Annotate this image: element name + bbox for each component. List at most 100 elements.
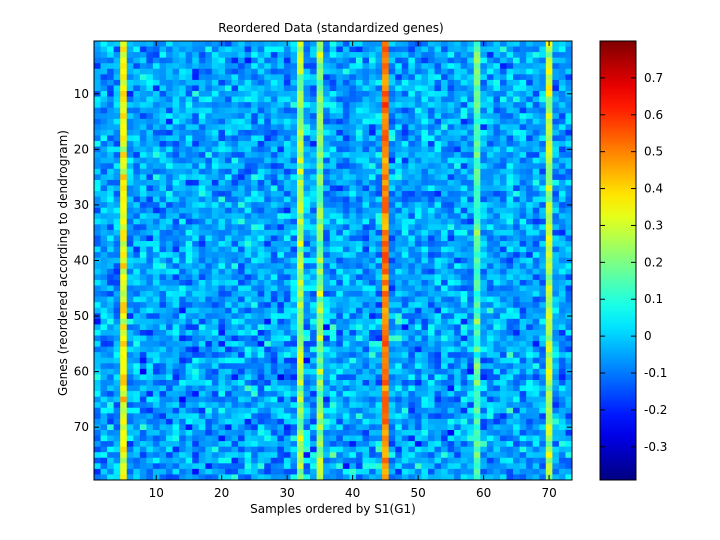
heatmap-cell [499,102,508,109]
heatmap-cell [310,318,318,325]
heatmap-cell [244,352,252,359]
heatmap-cell [460,146,468,153]
heatmap-cell [506,124,514,131]
heatmap-cell [251,191,259,198]
heatmap-cell [251,146,259,153]
heatmap-cell [270,263,278,270]
heatmap-cell [421,118,429,125]
heatmap-cell [100,402,108,409]
heatmap-cell [251,168,259,175]
heatmap-cell [238,307,246,314]
heatmap-cell [427,102,435,109]
heatmap-cell [369,168,377,175]
heatmap-cell [362,335,370,342]
heatmap-cell [100,79,108,86]
heatmap-cell [205,391,213,398]
heatmap-cell [205,96,213,103]
heatmap-cell [323,79,331,86]
heatmap-cell [185,252,193,259]
heatmap-cell [133,63,141,70]
heatmap-cell [434,296,442,303]
heatmap-cell [355,324,363,331]
heatmap-cell [94,63,102,70]
heatmap-cell [316,391,324,398]
heatmap-cell [460,263,468,270]
heatmap-cell [159,235,167,242]
heatmap-cell [179,324,187,331]
heatmap-cell [427,113,435,120]
heatmap-cell [434,252,442,259]
heatmap-cell [264,41,272,48]
heatmap-cell [434,329,442,337]
heatmap-cell [401,413,409,420]
heatmap-cell [283,74,291,81]
heatmap-cell [166,141,174,148]
heatmap-cell [401,252,409,259]
heatmap-cell [382,263,390,270]
heatmap-cell [316,252,324,259]
heatmap-cell [283,202,291,209]
heatmap-cell [218,191,226,198]
heatmap-cell [126,274,134,281]
heatmap-cell [113,285,121,292]
heatmap-cell [192,341,200,348]
heatmap-cell [441,41,449,48]
heatmap-cell [192,68,200,75]
heatmap-cell [185,168,193,175]
heatmap-cell [408,291,416,298]
heatmap-cell [244,185,252,192]
heatmap-cell [126,252,134,259]
heatmap-cell [192,329,200,337]
heatmap-cell [159,385,167,392]
heatmap-cell [408,407,416,414]
heatmap-cell [185,307,193,314]
heatmap-cell [120,252,128,259]
heatmap-cell [224,141,233,148]
heatmap-cell [480,252,488,259]
heatmap-cell [434,246,442,253]
heatmap-cell [421,341,429,348]
heatmap-cell [467,363,475,370]
heatmap-cell [113,124,121,131]
heatmap-cell [493,202,501,209]
heatmap-cell [355,141,363,148]
heatmap-cell [513,79,521,86]
heatmap-cell [414,174,422,181]
heatmap-cell [447,163,455,170]
heatmap-cell [257,402,265,409]
heatmap-cell [408,357,416,364]
heatmap-cell [539,302,547,309]
heatmap-cell [310,191,318,198]
heatmap-cell [369,157,377,164]
heatmap-cell [558,157,566,164]
heatmap-cell [513,74,521,81]
heatmap-cell [270,391,278,398]
heatmap-cell [552,157,560,164]
heatmap-cell [166,335,174,342]
heatmap-cell [100,396,108,403]
heatmap-cell [303,207,311,214]
heatmap-cell [264,168,272,175]
heatmap-cell [349,152,357,159]
heatmap-cell [133,302,141,309]
heatmap-cell [159,346,167,353]
heatmap-cell [499,202,508,209]
heatmap-cell [532,196,540,203]
heatmap-cell [218,46,226,53]
heatmap-cell [270,74,278,81]
heatmap-cell [218,302,226,309]
heatmap-cell [224,224,233,231]
heatmap-cell [198,263,206,270]
heatmap-cell [408,202,416,209]
heatmap-cell [251,413,259,420]
heatmap-cell [238,91,246,98]
heatmap-cell [467,313,475,320]
heatmap-cell [159,252,167,259]
heatmap-cell [94,352,102,359]
heatmap-cell [342,185,350,192]
heatmap-cell [499,357,508,364]
heatmap-cell [539,396,547,403]
heatmap-cell [264,229,272,236]
heatmap-cell [211,96,219,103]
heatmap-cell [310,63,318,70]
